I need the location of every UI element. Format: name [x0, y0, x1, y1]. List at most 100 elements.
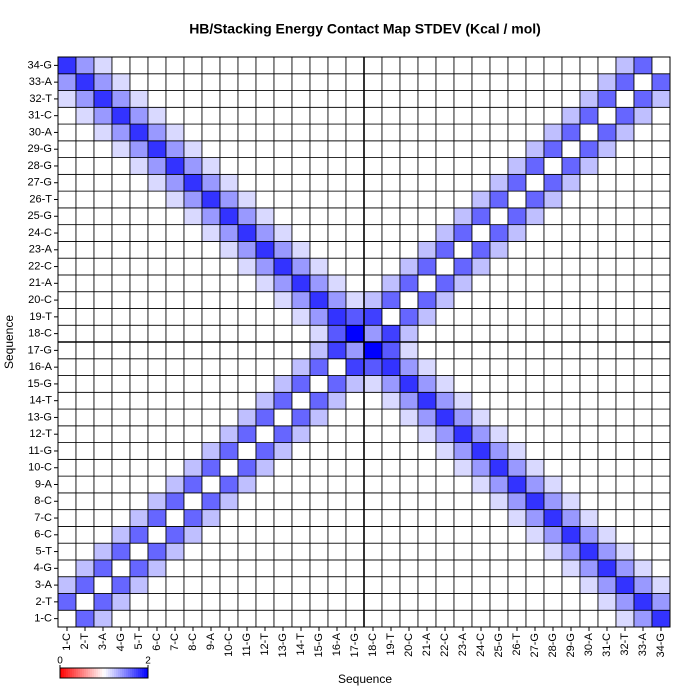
heatmap-cell — [273, 123, 293, 142]
heatmap-cell — [615, 609, 635, 628]
heatmap-cell — [327, 173, 347, 192]
heatmap-cell — [201, 157, 221, 175]
heatmap-cell — [381, 308, 401, 326]
heatmap-cell — [273, 526, 293, 544]
heatmap-cell — [219, 375, 239, 393]
heatmap-cell — [507, 224, 527, 242]
heatmap-cell — [309, 157, 329, 175]
heatmap-cell — [489, 391, 509, 410]
heatmap-cell — [399, 358, 419, 376]
heatmap-cell — [273, 358, 293, 376]
heatmap-cell — [273, 492, 293, 511]
heatmap-cell — [399, 408, 419, 427]
heatmap-cell — [435, 375, 455, 393]
heatmap-cell — [237, 73, 257, 91]
heatmap-cell — [381, 324, 401, 343]
heatmap-cell — [183, 375, 203, 393]
heatmap-cell — [309, 408, 329, 427]
heatmap-cell — [255, 576, 275, 594]
heatmap-cell — [219, 324, 239, 343]
heatmap-cell — [237, 106, 257, 125]
heatmap-cell — [93, 308, 113, 326]
heatmap-cell — [255, 375, 275, 393]
heatmap-cell — [165, 140, 185, 158]
heatmap-cell — [363, 425, 383, 443]
heatmap-cell — [129, 73, 149, 91]
heatmap-cell — [201, 73, 221, 91]
heatmap-cell — [363, 593, 383, 611]
heatmap-cell — [489, 207, 509, 226]
heatmap-cell — [273, 442, 293, 460]
heatmap-cell — [309, 123, 329, 142]
heatmap-cell — [183, 207, 203, 226]
heatmap-cell — [453, 274, 473, 293]
heatmap-cell — [255, 140, 275, 158]
heatmap-cell — [471, 408, 491, 427]
colorbar-step — [130, 668, 133, 678]
heatmap-cell — [543, 609, 563, 628]
heatmap-cell — [651, 308, 671, 326]
heatmap-cell — [273, 241, 293, 259]
heatmap-cell — [399, 308, 419, 326]
heatmap-cell — [417, 241, 437, 259]
colorbar-step — [128, 668, 131, 678]
heatmap-cell — [453, 358, 473, 376]
heatmap-cell — [543, 224, 563, 242]
heatmap-cell — [651, 375, 671, 393]
x-tick-label: 23-A — [457, 632, 469, 656]
heatmap-cell — [201, 241, 221, 259]
heatmap-cell — [615, 106, 635, 125]
heatmap-cell — [147, 56, 167, 75]
heatmap-cell — [561, 56, 581, 75]
heatmap-cell — [147, 442, 167, 460]
heatmap-cell — [507, 341, 527, 360]
heatmap-cell — [309, 224, 329, 242]
heatmap-cell — [57, 492, 77, 511]
heatmap-cell — [507, 207, 527, 226]
heatmap-cell — [579, 559, 599, 578]
heatmap-cell — [417, 90, 437, 108]
heatmap-cell — [327, 458, 347, 477]
heatmap-cell — [75, 73, 95, 91]
heatmap-cell — [201, 257, 221, 276]
heatmap-cell — [255, 106, 275, 125]
heatmap-cell — [255, 609, 275, 628]
heatmap-cell — [75, 224, 95, 242]
heatmap-cell — [165, 593, 185, 611]
colorbar-step — [136, 668, 139, 678]
heatmap-cell — [435, 442, 455, 460]
heatmap-cell — [489, 509, 509, 527]
heatmap-cell — [75, 442, 95, 460]
heatmap-cell — [111, 257, 131, 276]
heatmap-cell — [201, 56, 221, 75]
heatmap-cell — [111, 442, 131, 460]
heatmap-cell — [255, 257, 275, 276]
heatmap-cell — [165, 90, 185, 108]
heatmap-cell — [435, 324, 455, 343]
heatmap-cell — [57, 475, 77, 494]
heatmap-cell — [291, 542, 311, 561]
x-tick-label: 33-A — [637, 632, 649, 656]
heatmap-cell — [453, 341, 473, 360]
heatmap-cell — [57, 291, 77, 309]
heatmap-cell — [327, 207, 347, 226]
heatmap-cell — [525, 492, 545, 511]
heatmap-cell — [255, 90, 275, 108]
heatmap-cell — [165, 391, 185, 410]
heatmap-cell — [507, 509, 527, 527]
heatmap-cell — [57, 542, 77, 561]
heatmap-cell — [597, 576, 617, 594]
heatmap-cell — [57, 324, 77, 343]
heatmap-cell — [507, 157, 527, 175]
heatmap-cell — [507, 140, 527, 158]
colorbar-step — [112, 668, 115, 678]
colorbar-step — [122, 668, 125, 678]
heatmap-cell — [381, 442, 401, 460]
heatmap-cell — [543, 324, 563, 343]
x-tick-label: 1-C — [61, 633, 73, 651]
heatmap-cell — [255, 190, 275, 209]
colorbar-step — [110, 668, 113, 678]
heatmap-cell — [435, 73, 455, 91]
heatmap-cell — [75, 475, 95, 494]
heatmap-cell — [201, 475, 221, 494]
